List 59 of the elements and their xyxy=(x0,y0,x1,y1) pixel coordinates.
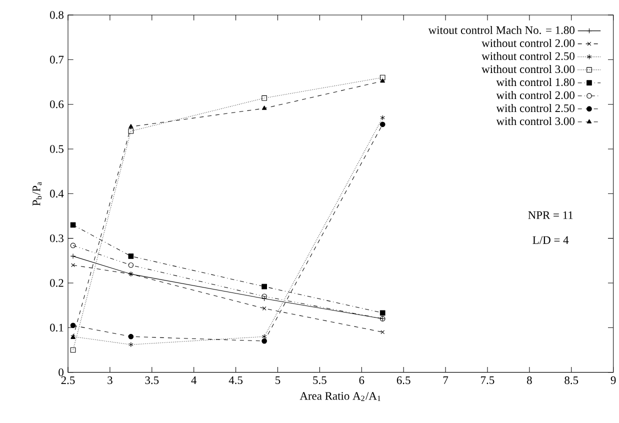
x-tick-label: 4 xyxy=(191,376,197,384)
x-tick-label: 8.5 xyxy=(564,376,578,384)
x-tick-label: 4.5 xyxy=(228,376,243,384)
x-tick-label: 9 xyxy=(610,376,616,384)
point xyxy=(262,106,267,110)
x-tick-label: 3.5 xyxy=(145,376,159,384)
x-tick-label: 5 xyxy=(276,376,280,384)
x-tick-label: 3 xyxy=(108,376,112,384)
point xyxy=(128,128,134,134)
legend-label: with control 3.00 xyxy=(496,117,574,126)
point xyxy=(262,306,266,310)
x-tick-label: 8 xyxy=(527,376,532,384)
legend-label: with control 2.50 xyxy=(496,104,574,112)
y-axis-title: P$_{b}$/P$_{a}$ xyxy=(32,182,42,206)
y-tick-label: 0.6 xyxy=(50,100,64,108)
point xyxy=(128,124,134,128)
point xyxy=(380,115,385,120)
point xyxy=(380,122,386,128)
legend-label: witout control Mach No. = 1.80 xyxy=(428,26,574,34)
x-tick-label: 2.5 xyxy=(61,376,75,384)
y-tick-label: 0.3 xyxy=(50,234,64,242)
x-tick-label: 5.5 xyxy=(313,376,326,384)
y-tick-label: 0.2 xyxy=(50,279,64,287)
point xyxy=(262,95,267,101)
point xyxy=(128,254,134,259)
point xyxy=(128,262,134,268)
point xyxy=(70,242,76,248)
x-axis-title: Area Ratio A$_{2}$/A$_{1}$ xyxy=(300,392,380,402)
x-tick-label: 7 xyxy=(443,376,448,384)
point xyxy=(71,263,76,268)
point xyxy=(70,222,76,228)
point xyxy=(380,330,385,334)
y-tick-label: 0.7 xyxy=(50,56,64,64)
point xyxy=(128,334,134,340)
point xyxy=(380,310,386,316)
y-tick-label: 0.1 xyxy=(50,324,64,332)
x-tick-label: 7.5 xyxy=(481,376,494,384)
x-tick-label: 6.5 xyxy=(396,376,410,384)
point xyxy=(70,322,76,328)
point xyxy=(262,338,267,344)
point xyxy=(128,342,134,348)
y-tick-label: 0.4 xyxy=(50,190,64,198)
point xyxy=(380,74,386,80)
x-tick-label: 6 xyxy=(359,376,364,384)
point xyxy=(262,334,267,340)
point xyxy=(380,78,385,83)
annotation: L/D = 4 xyxy=(532,236,569,244)
y-tick-label: 0.8 xyxy=(50,11,64,19)
point xyxy=(262,284,267,290)
annotation: NPR = 11 xyxy=(528,211,573,219)
point xyxy=(262,294,267,300)
point xyxy=(70,347,76,353)
y-tick-label: 0 xyxy=(58,368,64,376)
y-tick-label: 0.5 xyxy=(50,145,64,153)
legend-label: without control 3.00 xyxy=(482,64,574,74)
legend-label: with control 2.00 xyxy=(496,91,574,100)
legend-label: without control 2.00 xyxy=(482,38,574,48)
legend-label: without control 2.50 xyxy=(482,52,574,60)
legend-label: with control 1.80 xyxy=(496,78,574,86)
